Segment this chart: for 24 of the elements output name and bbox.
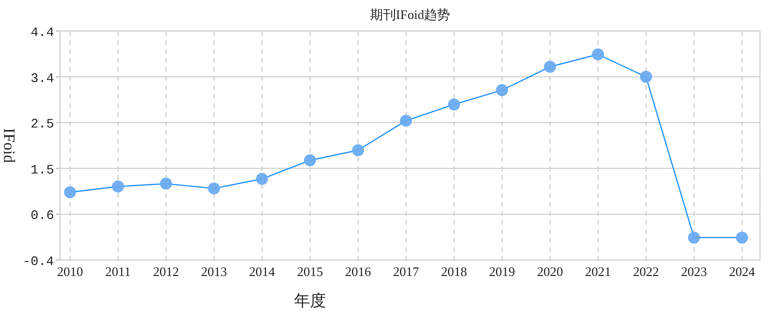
x-axis-title: 年度 [294,292,326,310]
chart-title: 期刊IFoid趋势 [370,7,450,22]
y-tick-label: 1.5 [30,162,54,178]
x-tick-label: 2022 [633,264,659,279]
x-tick-label: 2024 [729,264,756,279]
x-tick-label: 2011 [105,264,131,279]
x-tick-label: 2013 [201,264,227,279]
x-tick-label: 2016 [345,264,372,279]
x-tick-label: 2021 [585,264,611,279]
y-tick-label: 3.4 [30,70,54,86]
x-tick-label: 2017 [393,264,420,279]
x-tick-label: 2014 [249,264,276,279]
x-tick-label: 2023 [681,264,707,279]
x-tick-label: 2019 [489,264,515,279]
x-tick-label: 2015 [297,264,323,279]
y-tick-label: 0.6 [30,208,54,224]
y-tick-label: -0.4 [22,254,54,269]
y-axis-title: IFoid [0,128,17,163]
y-tick-label: 2.5 [30,116,54,132]
x-tick-label: 2010 [57,264,83,279]
x-tick-label: 2020 [537,264,563,279]
x-tick-label: 2012 [153,264,179,279]
y-tick-label: 4.4 [30,25,54,40]
x-tick-label: 2018 [441,264,467,279]
